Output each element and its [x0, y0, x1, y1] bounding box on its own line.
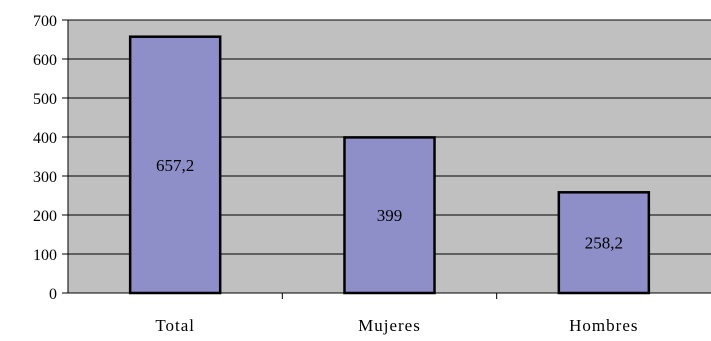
y-tick-label: 700: [33, 13, 57, 30]
bar-total: [128, 35, 222, 295]
data-label: 399: [377, 206, 403, 225]
x-tick-label: Mujeres: [358, 316, 421, 335]
y-tick-label: 400: [33, 130, 57, 147]
y-tick-label: 200: [33, 208, 57, 225]
y-tick-label: 100: [33, 247, 57, 264]
y-tick-label: 600: [33, 52, 57, 69]
x-tick-label: Hombres: [569, 316, 638, 335]
y-tick-label: 500: [33, 91, 57, 108]
data-label: 258,2: [585, 234, 623, 253]
x-tick-label: Total: [155, 316, 195, 335]
y-axis-ticks: 0 100 200 300 400 500 600 700: [33, 13, 68, 303]
bars: 657,2 399 258,2: [128, 35, 651, 295]
y-tick-label: 300: [33, 169, 57, 186]
y-tick-label: 0: [49, 286, 57, 303]
data-label: 657,2: [156, 156, 194, 175]
x-axis-ticks: Total Mujeres Hombres: [155, 293, 638, 335]
